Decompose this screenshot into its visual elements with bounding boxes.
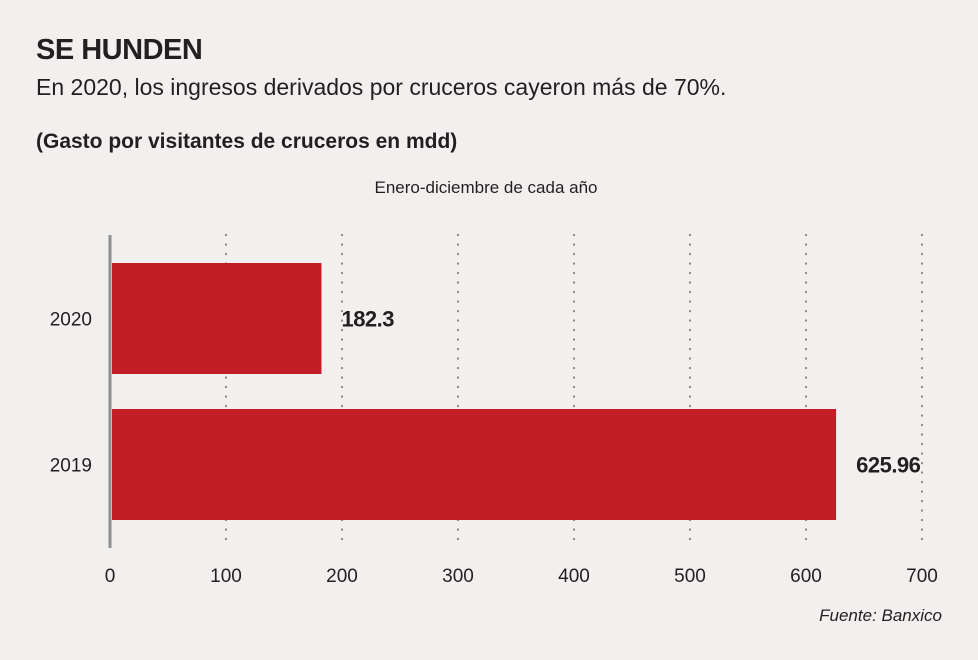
- source-note: Fuente: Banxico: [819, 606, 942, 625]
- bar-2020: [112, 263, 322, 374]
- data-label: 182.3: [341, 307, 394, 332]
- chart-subtitle: En 2020, los ingresos derivados por cruc…: [36, 74, 727, 100]
- x-tick-label: 500: [674, 566, 706, 587]
- data-labels: 182.3 625.96: [341, 307, 921, 478]
- chart-title: SE HUNDEN: [36, 34, 203, 66]
- bar-2019: [112, 409, 837, 520]
- x-tick-label: 300: [442, 566, 474, 587]
- data-label: 625.96: [856, 453, 921, 478]
- period-label: Enero-diciembre de cada año: [374, 178, 598, 197]
- x-tick-labels: 0 100 200 300 400 500 600 700: [105, 566, 938, 587]
- x-tick-label: 200: [326, 566, 358, 587]
- bars: [112, 263, 837, 520]
- x-tick-label: 700: [906, 566, 938, 587]
- unit-note: (Gasto por visitantes de cruceros en mdd…: [36, 130, 458, 153]
- x-tick-label: 100: [210, 566, 242, 587]
- category-label: 2019: [50, 456, 92, 477]
- period-label-wrap: Enero-diciembre de cada año: [0, 178, 978, 198]
- category-labels: 2020 2019: [50, 310, 92, 477]
- x-tick-label: 400: [558, 566, 590, 587]
- x-tick-label: 0: [105, 566, 116, 587]
- x-tick-label: 600: [790, 566, 822, 587]
- category-label: 2020: [50, 310, 92, 331]
